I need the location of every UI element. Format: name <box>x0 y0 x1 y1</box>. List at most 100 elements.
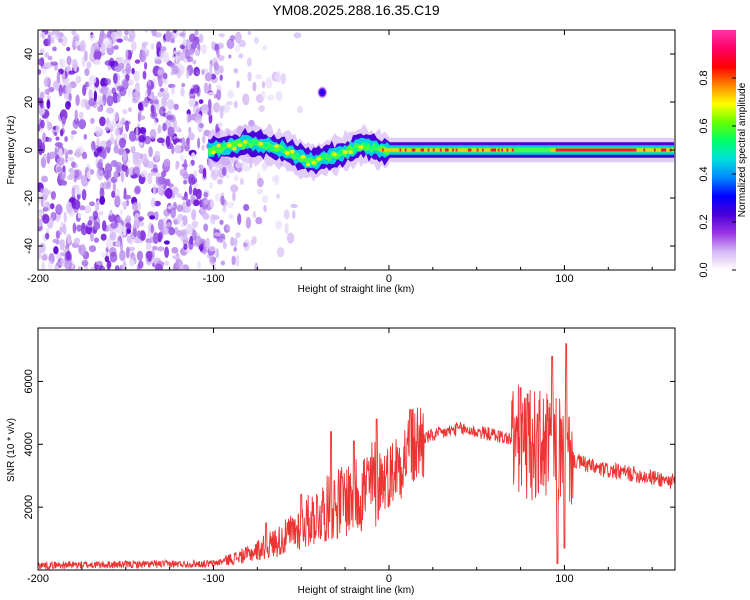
noise-blob <box>39 242 46 254</box>
track-core-cell <box>439 148 442 152</box>
noise-blob <box>242 93 250 106</box>
noise-blob <box>213 232 221 237</box>
track-core-cell <box>582 148 584 152</box>
noise-blob <box>61 180 67 186</box>
track-core-cell <box>652 148 655 152</box>
noise-blob <box>152 232 160 244</box>
track-core-cell <box>506 148 509 152</box>
track-core-cell <box>480 148 483 152</box>
track-hotspot <box>248 139 253 144</box>
noise-blob <box>262 45 268 51</box>
track-hotspot <box>263 143 269 147</box>
track-core-cell <box>471 148 474 152</box>
noise-blob <box>64 251 72 261</box>
track-core-cell <box>485 148 488 152</box>
track-core-cell <box>596 148 598 152</box>
track-core-cell <box>620 148 623 152</box>
noise-blob <box>234 31 242 44</box>
noise-blob <box>188 184 193 195</box>
noise-blob <box>132 151 141 160</box>
track-core-cell <box>550 148 553 152</box>
noise-blob <box>157 246 165 252</box>
track-core-cell <box>438 148 441 152</box>
noise-blob <box>93 221 101 231</box>
noise-blob <box>198 99 204 104</box>
noise-blob <box>42 213 50 224</box>
colorbar-tick-label: 0.4 <box>698 166 710 181</box>
noise-blob <box>96 168 104 181</box>
track-hotspot <box>279 148 285 153</box>
track-core-cell <box>585 148 588 152</box>
track-core-cell <box>424 148 427 152</box>
noise-blob <box>167 83 176 89</box>
noise-blob <box>125 48 129 60</box>
noise-blob <box>153 164 158 173</box>
noise-blob <box>38 87 41 99</box>
noise-blob <box>87 170 91 180</box>
noise-blob <box>152 245 158 251</box>
track-core-cell <box>508 148 511 152</box>
track-core-cell <box>425 148 428 152</box>
noise-blob <box>45 232 50 240</box>
noise-blob <box>93 90 97 102</box>
noise-blob <box>40 91 45 100</box>
noise-blob <box>139 115 146 120</box>
track-core-cell <box>643 148 646 152</box>
noise-blob <box>61 118 66 125</box>
noise-blob <box>192 60 197 65</box>
track-hotspot <box>269 146 274 150</box>
noise-blob <box>104 127 110 131</box>
noise-blob <box>228 54 232 59</box>
noise-blob <box>187 41 191 52</box>
colorbar-tick-label: 0.0 <box>698 262 710 277</box>
noise-blob <box>47 137 52 142</box>
noise-blob <box>69 168 75 179</box>
noise-blob <box>109 232 117 241</box>
noise-blob <box>38 104 46 116</box>
noise-blob <box>132 157 140 166</box>
noise-blob <box>115 240 121 248</box>
track-hotspot <box>290 149 295 154</box>
noise-blob <box>286 232 295 244</box>
noise-blob <box>166 99 175 110</box>
track-core-cell <box>629 148 632 152</box>
noise-blob <box>192 104 200 115</box>
noise-blob <box>225 173 230 179</box>
track-core-cell <box>638 148 641 152</box>
track-core-cell <box>624 148 627 152</box>
noise-blob <box>195 113 203 124</box>
noise-blob <box>81 222 86 229</box>
noise-blob <box>187 49 195 55</box>
noise-blob <box>142 70 147 80</box>
y-tick-label: 2000 <box>23 495 35 519</box>
noise-blob <box>80 98 87 108</box>
track-core-cell <box>464 148 467 152</box>
noise-blob <box>147 161 155 169</box>
track-core-cell <box>385 148 388 152</box>
noise-blob <box>233 175 240 182</box>
track-core-cell <box>555 148 558 152</box>
x-tick-label: 100 <box>555 273 573 285</box>
noise-blob <box>97 100 105 106</box>
noise-blob <box>47 34 52 47</box>
noise-blob <box>132 224 137 229</box>
noise-blob <box>191 220 199 228</box>
noise-blob <box>157 69 162 76</box>
snr-series-line <box>38 343 675 570</box>
noise-blob <box>247 31 251 35</box>
track-core-cell <box>560 148 563 152</box>
noise-blob <box>166 222 172 228</box>
track-core-cell <box>553 148 556 152</box>
track-core-cell <box>659 148 662 152</box>
track-core-cell <box>648 148 651 152</box>
noise-blob <box>168 61 175 68</box>
noise-blob <box>253 37 259 44</box>
noise-blob <box>115 123 123 128</box>
track-core-cell <box>590 148 593 152</box>
noise-blob <box>145 242 152 251</box>
noise-blob <box>49 151 56 160</box>
noise-blob <box>139 221 145 227</box>
noise-blob <box>78 111 84 120</box>
noise-blob <box>180 87 185 97</box>
noise-blob <box>174 144 182 154</box>
